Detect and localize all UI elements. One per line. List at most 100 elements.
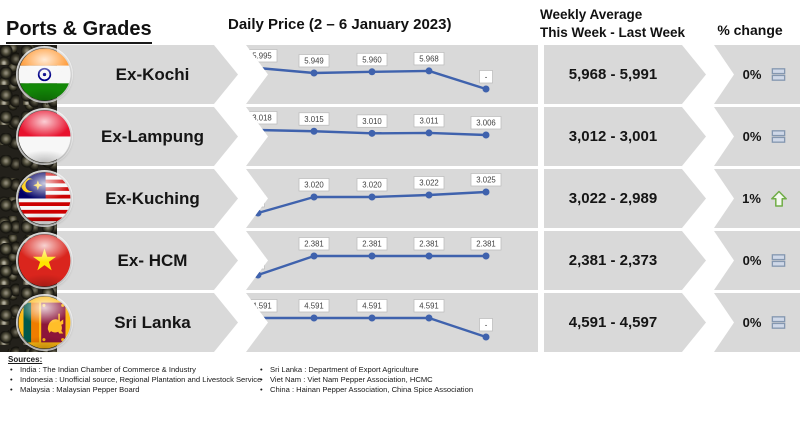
- data-label-text: 3.022: [419, 179, 439, 188]
- weekly-average-value: 2,381 - 2,373: [568, 252, 658, 269]
- india-flag-icon: [18, 48, 71, 101]
- data-label-text: 4.591: [362, 302, 382, 311]
- price-row: Ex-Kuching - 3.020 3.020 3.022 3.025 3,022 -…: [0, 169, 800, 228]
- data-point: [310, 127, 318, 135]
- data-label-text: 2.381: [304, 240, 324, 249]
- weekly-average-line1: Weekly Average: [540, 7, 643, 22]
- data-point: [425, 252, 433, 260]
- mini-line-chart: 5.995 5.949 5.960 5.968 -: [246, 49, 493, 93]
- data-label-box: [413, 114, 445, 128]
- data-label-text: 3.020: [304, 181, 324, 190]
- mini-line-chart-holder: 3.018 3.015 3.010 3.011 3.006: [246, 107, 538, 166]
- mini-line-chart: - 2.381 2.381 2.381 2.381: [251, 237, 502, 279]
- data-label-text: 5.995: [252, 52, 272, 61]
- data-label-text: 5.949: [304, 57, 324, 66]
- data-label-box: [413, 299, 445, 313]
- mini-line-chart-holder: - 2.381 2.381 2.381 2.381: [246, 231, 538, 290]
- data-label-box: [251, 256, 265, 270]
- data-point: [368, 314, 376, 322]
- no-change-icon: [770, 128, 787, 145]
- daily-price-chart: 5.995 5.949 5.960 5.968 -: [246, 45, 538, 104]
- up-arrow-icon: [770, 190, 788, 208]
- pct-change-band: 1%: [714, 169, 800, 228]
- mini-line-chart: - 3.020 3.020 3.022 3.025: [251, 173, 502, 217]
- port-label-band: Ex-Lampung: [57, 107, 238, 166]
- data-point: [368, 129, 376, 137]
- weekly-average-band: 3,012 - 3,001: [544, 107, 706, 166]
- data-point: [368, 193, 376, 201]
- pct-change-band: 0%: [714, 45, 800, 104]
- port-label-band: Ex-Kochi: [57, 45, 238, 104]
- sources-heading: Sources:: [8, 355, 43, 364]
- data-label-text: -: [257, 197, 260, 206]
- pct-change-band: 0%: [714, 231, 800, 290]
- price-rows: Ex-Kochi 5.995 5.949 5.960 5.968 - 5,968 - 5…: [0, 45, 800, 355]
- price-row: Sri Lanka 4.591 4.591 4.591 4.591 - 4,591 - …: [0, 293, 800, 352]
- weekly-average-value: 3,022 - 2,989: [568, 190, 658, 207]
- data-point: [254, 271, 262, 279]
- data-label-text: 3.025: [476, 176, 496, 185]
- weekly-average-band: 4,591 - 4,597: [544, 293, 706, 352]
- data-point: [425, 314, 433, 322]
- port-name: Ex-Kuching: [105, 188, 200, 208]
- data-point: [310, 69, 318, 77]
- port-name: Ex-Lampung: [101, 126, 204, 146]
- data-label-text: 2.381: [362, 240, 382, 249]
- weekly-average-band: 5,968 - 5,991: [544, 45, 706, 104]
- data-label-text: 5.968: [419, 54, 439, 63]
- data-point: [425, 67, 433, 75]
- weekly-average-band: 2,381 - 2,373: [544, 231, 706, 290]
- data-label-box: [298, 178, 330, 192]
- data-point: [254, 209, 262, 217]
- data-label-box: [470, 116, 502, 130]
- daily-price-title: Daily Price (2 – 6 January 2023): [228, 16, 452, 33]
- pct-change-value: 0%: [742, 253, 762, 268]
- data-label-box: [413, 52, 445, 66]
- no-change-icon: [770, 252, 787, 269]
- data-label-text: 3.011: [420, 116, 439, 125]
- data-label-box: [298, 54, 330, 68]
- data-label-box: [298, 112, 330, 126]
- sources-section: Sources: India : The Indian Chamber of C…: [8, 355, 788, 395]
- data-point: [254, 126, 262, 134]
- price-row: Ex-Kochi 5.995 5.949 5.960 5.968 - 5,968 - 5…: [0, 45, 800, 104]
- data-label-box: [470, 237, 502, 251]
- data-label-text: 3.020: [362, 181, 382, 190]
- pct-change-value: 1%: [742, 191, 761, 206]
- mini-line-chart-holder: - 3.020 3.020 3.022 3.025: [246, 169, 538, 228]
- data-point: [482, 131, 490, 139]
- weekly-average-value: 4,591 - 4,597: [568, 314, 658, 331]
- source-item: Sri Lanka : Department of Export Agricul…: [258, 365, 473, 375]
- sources-list-left: India : The Indian Chamber of Commerce &…: [8, 365, 261, 395]
- malaysia-flag-icon: [18, 172, 71, 225]
- pct-change-value: 0%: [742, 67, 762, 82]
- data-label-text: 4.591: [304, 302, 324, 311]
- price-row: Ex- HCM - 2.381 2.381 2.381 2.381 2,381 - 2,…: [0, 231, 800, 290]
- data-label-text: 4.591: [419, 302, 439, 311]
- data-label-box: [479, 70, 493, 84]
- data-point: [425, 191, 433, 199]
- data-label-box: [413, 237, 445, 251]
- data-point: [368, 68, 376, 76]
- data-label-text: 2.381: [419, 240, 439, 249]
- sources-list-right: Sri Lanka : Department of Export Agricul…: [250, 365, 473, 395]
- data-label-text: -: [485, 321, 488, 330]
- data-label-box: [298, 299, 330, 313]
- srilanka-flag-icon: [18, 296, 71, 349]
- data-label-box: [413, 176, 445, 190]
- data-point: [425, 129, 433, 137]
- data-point: [310, 252, 318, 260]
- weekly-average-band: 3,022 - 2,989: [544, 169, 706, 228]
- ports-grades-title: Ports & Grades: [6, 18, 152, 44]
- daily-price-chart: - 3.020 3.020 3.022 3.025: [246, 169, 538, 228]
- price-row: Ex-Lampung 3.018 3.015 3.010 3.011 3.006 3,0…: [0, 107, 800, 166]
- data-point: [254, 64, 262, 72]
- vietnam-flag-icon: [18, 234, 71, 287]
- data-label-box: [356, 178, 388, 192]
- data-label-text: 4.591: [252, 302, 272, 311]
- daily-price-chart: - 2.381 2.381 2.381 2.381: [246, 231, 538, 290]
- data-label-box: [356, 237, 388, 251]
- daily-price-chart: 3.018 3.015 3.010 3.011 3.006: [246, 107, 538, 166]
- weekly-average-title: Weekly Average This Week - Last Week: [540, 6, 685, 42]
- weekly-average-line2: This Week - Last Week: [540, 25, 686, 41]
